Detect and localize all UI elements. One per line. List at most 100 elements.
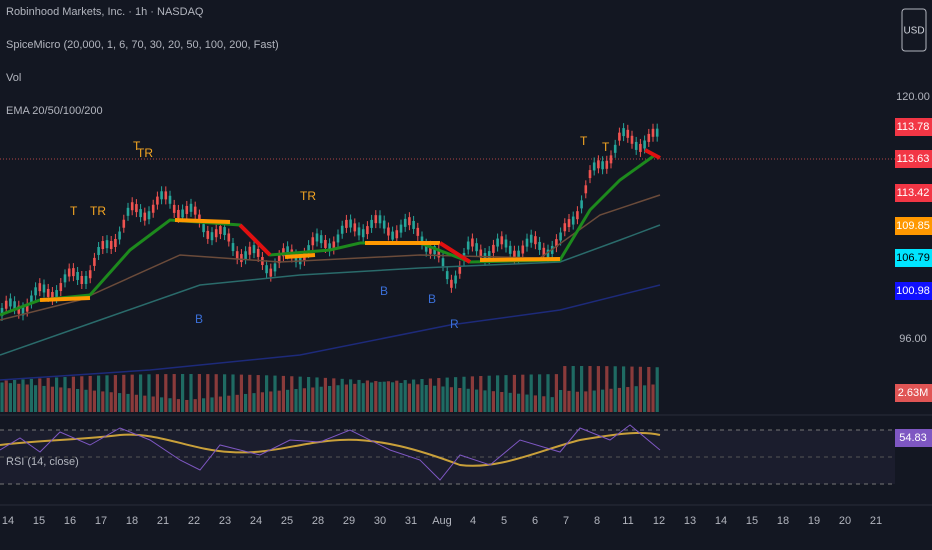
- candle-body: [38, 283, 42, 292]
- x-axis-label: 13: [684, 515, 696, 527]
- candle-body: [634, 141, 638, 150]
- candle-body: [576, 211, 579, 220]
- volume-bar: [147, 374, 151, 412]
- volume-bar: [13, 379, 17, 412]
- price-tag: [895, 217, 932, 235]
- candle-body: [416, 227, 420, 236]
- volume-bar: [172, 374, 176, 412]
- candle-body: [88, 270, 92, 279]
- volume-bar: [113, 375, 117, 412]
- volume-bar: [483, 390, 487, 412]
- candle-body: [156, 196, 159, 205]
- volume-bar: [323, 377, 327, 412]
- candle-body: [466, 241, 470, 250]
- x-axis-label: 21: [157, 515, 169, 527]
- price-label: 109.85: [896, 220, 930, 232]
- candle-body: [311, 237, 315, 246]
- volume-bar: [386, 381, 390, 412]
- volume-bar: [357, 379, 361, 412]
- x-axis-label: 15: [33, 515, 45, 527]
- volume-bar: [584, 391, 588, 412]
- volume-bar: [126, 393, 130, 412]
- volume-bar: [252, 393, 256, 412]
- volume-bar: [265, 375, 269, 412]
- indicator-label: EMA 20/50/100/200: [6, 105, 103, 117]
- candle-body: [76, 271, 79, 280]
- ema-bear: [238, 148, 661, 264]
- volume-bar: [101, 391, 105, 412]
- candle-body: [219, 226, 222, 235]
- volume-bar: [298, 376, 302, 412]
- indicator-label: SpiceMicro (20,000, 1, 6, 70, 30, 20, 50…: [6, 39, 279, 51]
- volume-bar: [521, 374, 525, 412]
- volume-bar: [239, 374, 243, 412]
- volume-bar: [454, 377, 458, 412]
- rsi-line: [0, 424, 661, 481]
- price-label: 96.00: [899, 333, 927, 345]
- candle-body: [651, 128, 655, 137]
- volume-bar: [46, 377, 50, 412]
- candle-body: [618, 132, 621, 141]
- volume-bar: [202, 398, 206, 412]
- candle-body: [655, 128, 659, 137]
- volume-bar: [533, 395, 537, 412]
- volume-bar: [508, 392, 512, 412]
- volume-bar: [504, 375, 508, 412]
- ema-100: [0, 224, 661, 356]
- signal-marker: B: [428, 292, 436, 306]
- candle-body: [214, 229, 218, 238]
- candle-body: [374, 215, 378, 224]
- price-tag: [895, 429, 932, 447]
- candle-body: [399, 224, 403, 233]
- candle-body: [555, 239, 558, 248]
- candle-body: [135, 204, 138, 213]
- volume-bar: [538, 374, 542, 412]
- candle-body: [84, 275, 88, 284]
- volume-bar: [470, 376, 474, 412]
- volume-bar: [67, 388, 71, 412]
- candle-body: [458, 265, 462, 274]
- volume-bar: [294, 389, 298, 412]
- candle-body: [282, 248, 285, 257]
- candle-body: [479, 249, 483, 258]
- signal-marker: T: [70, 204, 78, 218]
- candle-body: [286, 246, 289, 255]
- volume-bar: [55, 377, 59, 412]
- volume-bar: [97, 375, 101, 412]
- indicator-label: Vol: [6, 72, 21, 84]
- x-axis-label: 18: [777, 515, 789, 527]
- candle-body: [63, 274, 67, 283]
- volume-bar: [218, 396, 222, 412]
- price-tag: [895, 282, 932, 300]
- volume-bar: [580, 366, 584, 412]
- volume-bar: [235, 394, 239, 412]
- volume-bar: [433, 385, 437, 412]
- currency-button[interactable]: [901, 8, 927, 52]
- candle-body: [13, 301, 16, 310]
- volume-bar: [118, 393, 122, 412]
- candle-body: [563, 223, 567, 232]
- volume-bar: [525, 394, 529, 412]
- volume-bar: [647, 366, 651, 412]
- volume-bar: [416, 384, 420, 412]
- candle-body: [609, 155, 613, 164]
- price-label: 100.98: [896, 285, 930, 297]
- volume-bar: [38, 378, 42, 412]
- volume-bar: [17, 383, 21, 412]
- volume-bar: [655, 367, 659, 412]
- candle-body: [567, 219, 571, 228]
- volume-bar: [517, 393, 521, 412]
- candle-body: [80, 276, 84, 285]
- volume-bar: [336, 385, 340, 412]
- candle-body: [487, 251, 491, 260]
- x-axis-label: 4: [470, 515, 476, 527]
- volume-bar: [0, 382, 4, 412]
- candle-body: [525, 238, 529, 247]
- candle-body: [122, 219, 126, 228]
- candle-body: [588, 170, 592, 179]
- volume-bar: [592, 390, 596, 412]
- x-axis-label: 17: [95, 515, 107, 527]
- volume-bar: [643, 385, 647, 412]
- volume-bar: [50, 386, 54, 412]
